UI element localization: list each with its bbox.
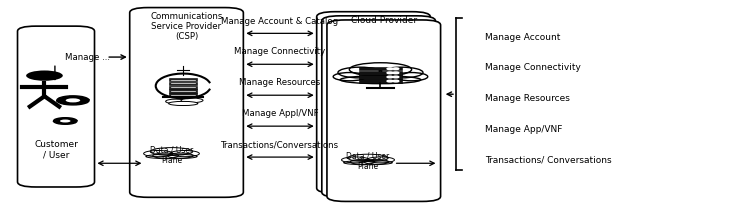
Ellipse shape (333, 73, 367, 81)
Bar (169, 93, 197, 96)
Text: Communications
Service Provider
(CSP): Communications Service Provider (CSP) (150, 12, 223, 42)
Text: Manage App/VNF: Manage App/VNF (485, 125, 563, 134)
Text: Manage Resources: Manage Resources (485, 94, 570, 103)
Circle shape (387, 76, 393, 78)
Circle shape (393, 72, 399, 74)
Ellipse shape (348, 154, 388, 162)
Ellipse shape (342, 157, 369, 163)
Polygon shape (54, 118, 77, 124)
Circle shape (60, 120, 71, 122)
Circle shape (393, 76, 399, 78)
Ellipse shape (168, 153, 193, 158)
Bar (169, 78, 197, 81)
Ellipse shape (181, 98, 203, 103)
Bar (169, 86, 197, 89)
Text: Manage Connectivity: Manage Connectivity (234, 47, 325, 56)
Text: Transactions/Conversations: Transactions/Conversations (221, 140, 339, 149)
Text: Manage ...: Manage ... (66, 53, 110, 62)
Text: Manage Resources: Manage Resources (239, 78, 321, 87)
Ellipse shape (364, 159, 389, 164)
Bar (359, 71, 402, 75)
Circle shape (26, 70, 63, 81)
Bar (359, 67, 402, 70)
Ellipse shape (394, 73, 428, 81)
Ellipse shape (367, 157, 394, 163)
Ellipse shape (146, 154, 197, 159)
Circle shape (393, 68, 399, 70)
FancyBboxPatch shape (322, 16, 436, 197)
Ellipse shape (350, 63, 411, 76)
Ellipse shape (144, 150, 173, 157)
Ellipse shape (153, 153, 178, 158)
Polygon shape (57, 96, 89, 105)
Circle shape (387, 68, 393, 70)
FancyBboxPatch shape (18, 26, 94, 187)
Text: Data / User
Plane: Data / User Plane (347, 152, 389, 171)
Ellipse shape (340, 76, 421, 84)
Circle shape (387, 80, 393, 82)
Bar (359, 79, 402, 83)
Ellipse shape (350, 159, 375, 164)
Text: Customer
/ User: Customer / User (34, 140, 78, 159)
Text: Manage Account: Manage Account (485, 33, 561, 42)
FancyBboxPatch shape (130, 8, 244, 197)
Ellipse shape (166, 99, 186, 104)
Ellipse shape (169, 101, 198, 106)
Bar (169, 89, 197, 93)
Text: Manage Appl/VNF: Manage Appl/VNF (241, 109, 319, 118)
Bar (359, 75, 402, 79)
Circle shape (393, 80, 399, 82)
Ellipse shape (379, 67, 423, 78)
Text: Cloud Provider: Cloud Provider (350, 16, 417, 25)
Circle shape (66, 98, 80, 102)
Circle shape (387, 72, 393, 74)
FancyBboxPatch shape (316, 12, 431, 193)
Text: Data / User
Plane: Data / User Plane (150, 145, 193, 165)
Ellipse shape (170, 150, 199, 157)
Text: Manage Account & Catalog: Manage Account & Catalog (222, 17, 339, 25)
Bar (169, 82, 197, 85)
Ellipse shape (338, 67, 382, 78)
Text: Transactions/ Conversations: Transactions/ Conversations (485, 155, 612, 164)
Ellipse shape (344, 161, 392, 165)
Ellipse shape (150, 148, 193, 155)
Text: Manage Connectivity: Manage Connectivity (485, 64, 581, 73)
FancyBboxPatch shape (327, 20, 441, 201)
